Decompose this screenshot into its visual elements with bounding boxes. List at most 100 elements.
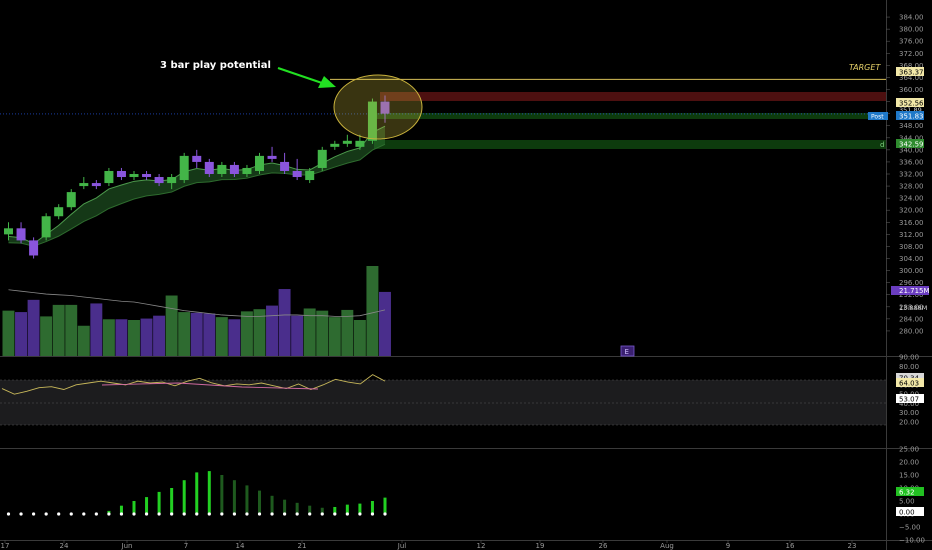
candle-body (342, 140, 352, 144)
volume-bar (2, 310, 15, 356)
candle-body (91, 183, 101, 187)
momentum-zero-label: 0.00 (899, 509, 915, 517)
momentum-tick-label: 5.00 (899, 498, 915, 506)
rsi-label-c: 53.07 (899, 396, 919, 404)
volume-bar (328, 317, 341, 356)
momentum-dot (132, 512, 136, 516)
x-tick-label: Jul (397, 542, 407, 550)
momentum-dot (257, 512, 262, 516)
volume-bar (303, 308, 316, 356)
target-price-badge-bg (896, 67, 924, 76)
candle-body (16, 228, 26, 241)
price-tick-label: 308.00 (899, 243, 924, 251)
candle-body (367, 101, 377, 141)
price-tick-label: 364.00 (899, 74, 924, 82)
momentum-dot (94, 512, 98, 516)
rsi-tick-label: 80.00 (899, 363, 919, 371)
momentum-dot (358, 512, 362, 516)
ema-fill (8, 126, 385, 247)
price-tick-label: 332.00 (899, 171, 924, 179)
momentum-dot (144, 512, 149, 516)
axis-labels: 384.00 380.00 376.00 372.00 368.00 364.00 360.… (1, 14, 930, 550)
momentum-dot (320, 512, 324, 516)
x-tick-label: 12 (477, 542, 486, 550)
price-tick-label: 312.00 (899, 231, 924, 239)
rsi-label-c-bg (896, 394, 924, 403)
momentum-bar (119, 505, 123, 514)
post-tag: Post (871, 114, 884, 121)
earnings-flag-label: E (625, 348, 629, 356)
rsi-tick-label: 20.00 (899, 419, 919, 427)
candle-body (229, 164, 239, 174)
momentum-bar (220, 475, 224, 514)
ema-slow-line (8, 143, 386, 247)
volume-bar (40, 316, 53, 356)
price-tick-label: 320.00 (899, 207, 924, 215)
x-tick-label: 16 (786, 542, 795, 550)
x-tick-label: 9 (726, 542, 730, 550)
x-tick-label: 26 (599, 542, 608, 550)
price-tick-label: 368.00 (899, 62, 924, 70)
momentum-bar (370, 501, 374, 514)
price-tick-label: 288.00 (899, 303, 924, 311)
candle-body (154, 177, 164, 184)
candle-body (79, 183, 89, 187)
volume-bar (178, 312, 191, 356)
price-tick-label: 324.00 (899, 195, 924, 203)
momentum-dot (69, 512, 73, 516)
price-tick-label: 300.00 (899, 267, 924, 275)
rsi-tick-label: 90.00 (899, 354, 919, 362)
price-tick-label: 340.00 (899, 146, 924, 154)
momentum-dot (207, 512, 211, 516)
candle-body (129, 174, 139, 178)
rsi-tick-label: 30.00 (899, 409, 919, 417)
volume-bar (153, 315, 166, 356)
volume-bar (65, 304, 78, 356)
momentum-bar (270, 495, 274, 514)
candle-body (380, 101, 390, 114)
momentum-dot (170, 512, 174, 516)
volume-bar (203, 313, 216, 356)
momentum-dot (6, 512, 11, 516)
candle-body (330, 143, 340, 147)
momentum-tick-label: −5.00 (899, 524, 920, 532)
price-tick-label: 380.00 (899, 26, 924, 34)
volume-bar (228, 319, 241, 356)
volume-bar (291, 315, 304, 356)
price-tick-label: 284.00 (899, 315, 924, 323)
support-tag: d (880, 141, 884, 149)
momentum-dot (195, 512, 199, 516)
momentum-dot (345, 512, 349, 516)
momentum-dot (308, 512, 312, 516)
momentum-badge-bg (896, 487, 924, 496)
momentum-dot (157, 512, 161, 516)
candle-body (267, 155, 277, 159)
x-tick-label: 7 (184, 542, 188, 550)
highlight-circle (333, 74, 423, 140)
rsi-line (1, 374, 386, 395)
candle-body (167, 177, 177, 184)
x-tick-label: 14 (236, 542, 245, 550)
candle-body (242, 167, 252, 174)
candle-body (192, 155, 202, 162)
rsi-tick-label: 40.00 (899, 400, 919, 408)
price-tick-label: 328.00 (899, 183, 924, 191)
annotation-text: 3 bar play potential (160, 60, 271, 71)
momentum-dot (19, 512, 23, 516)
x-tick-label: 21 (298, 542, 307, 550)
candle-body (54, 207, 64, 217)
volume-bar (341, 309, 354, 356)
volume-bar (15, 312, 27, 356)
prev-close-label: 351.89 (899, 106, 922, 114)
price-tick-label: 376.00 (899, 38, 924, 46)
candle-body (204, 161, 214, 174)
target-price-badge: 363.37 (899, 69, 924, 77)
last-price-badge: 352.56 (899, 100, 924, 108)
price-tick-label: 292.00 (899, 291, 924, 299)
momentum-zero-label-bg (896, 507, 924, 516)
volume-bar (316, 310, 329, 356)
last-price-badge-bg (896, 98, 924, 107)
rsi-label-a-bg (896, 373, 924, 382)
volume-bar (366, 266, 379, 356)
